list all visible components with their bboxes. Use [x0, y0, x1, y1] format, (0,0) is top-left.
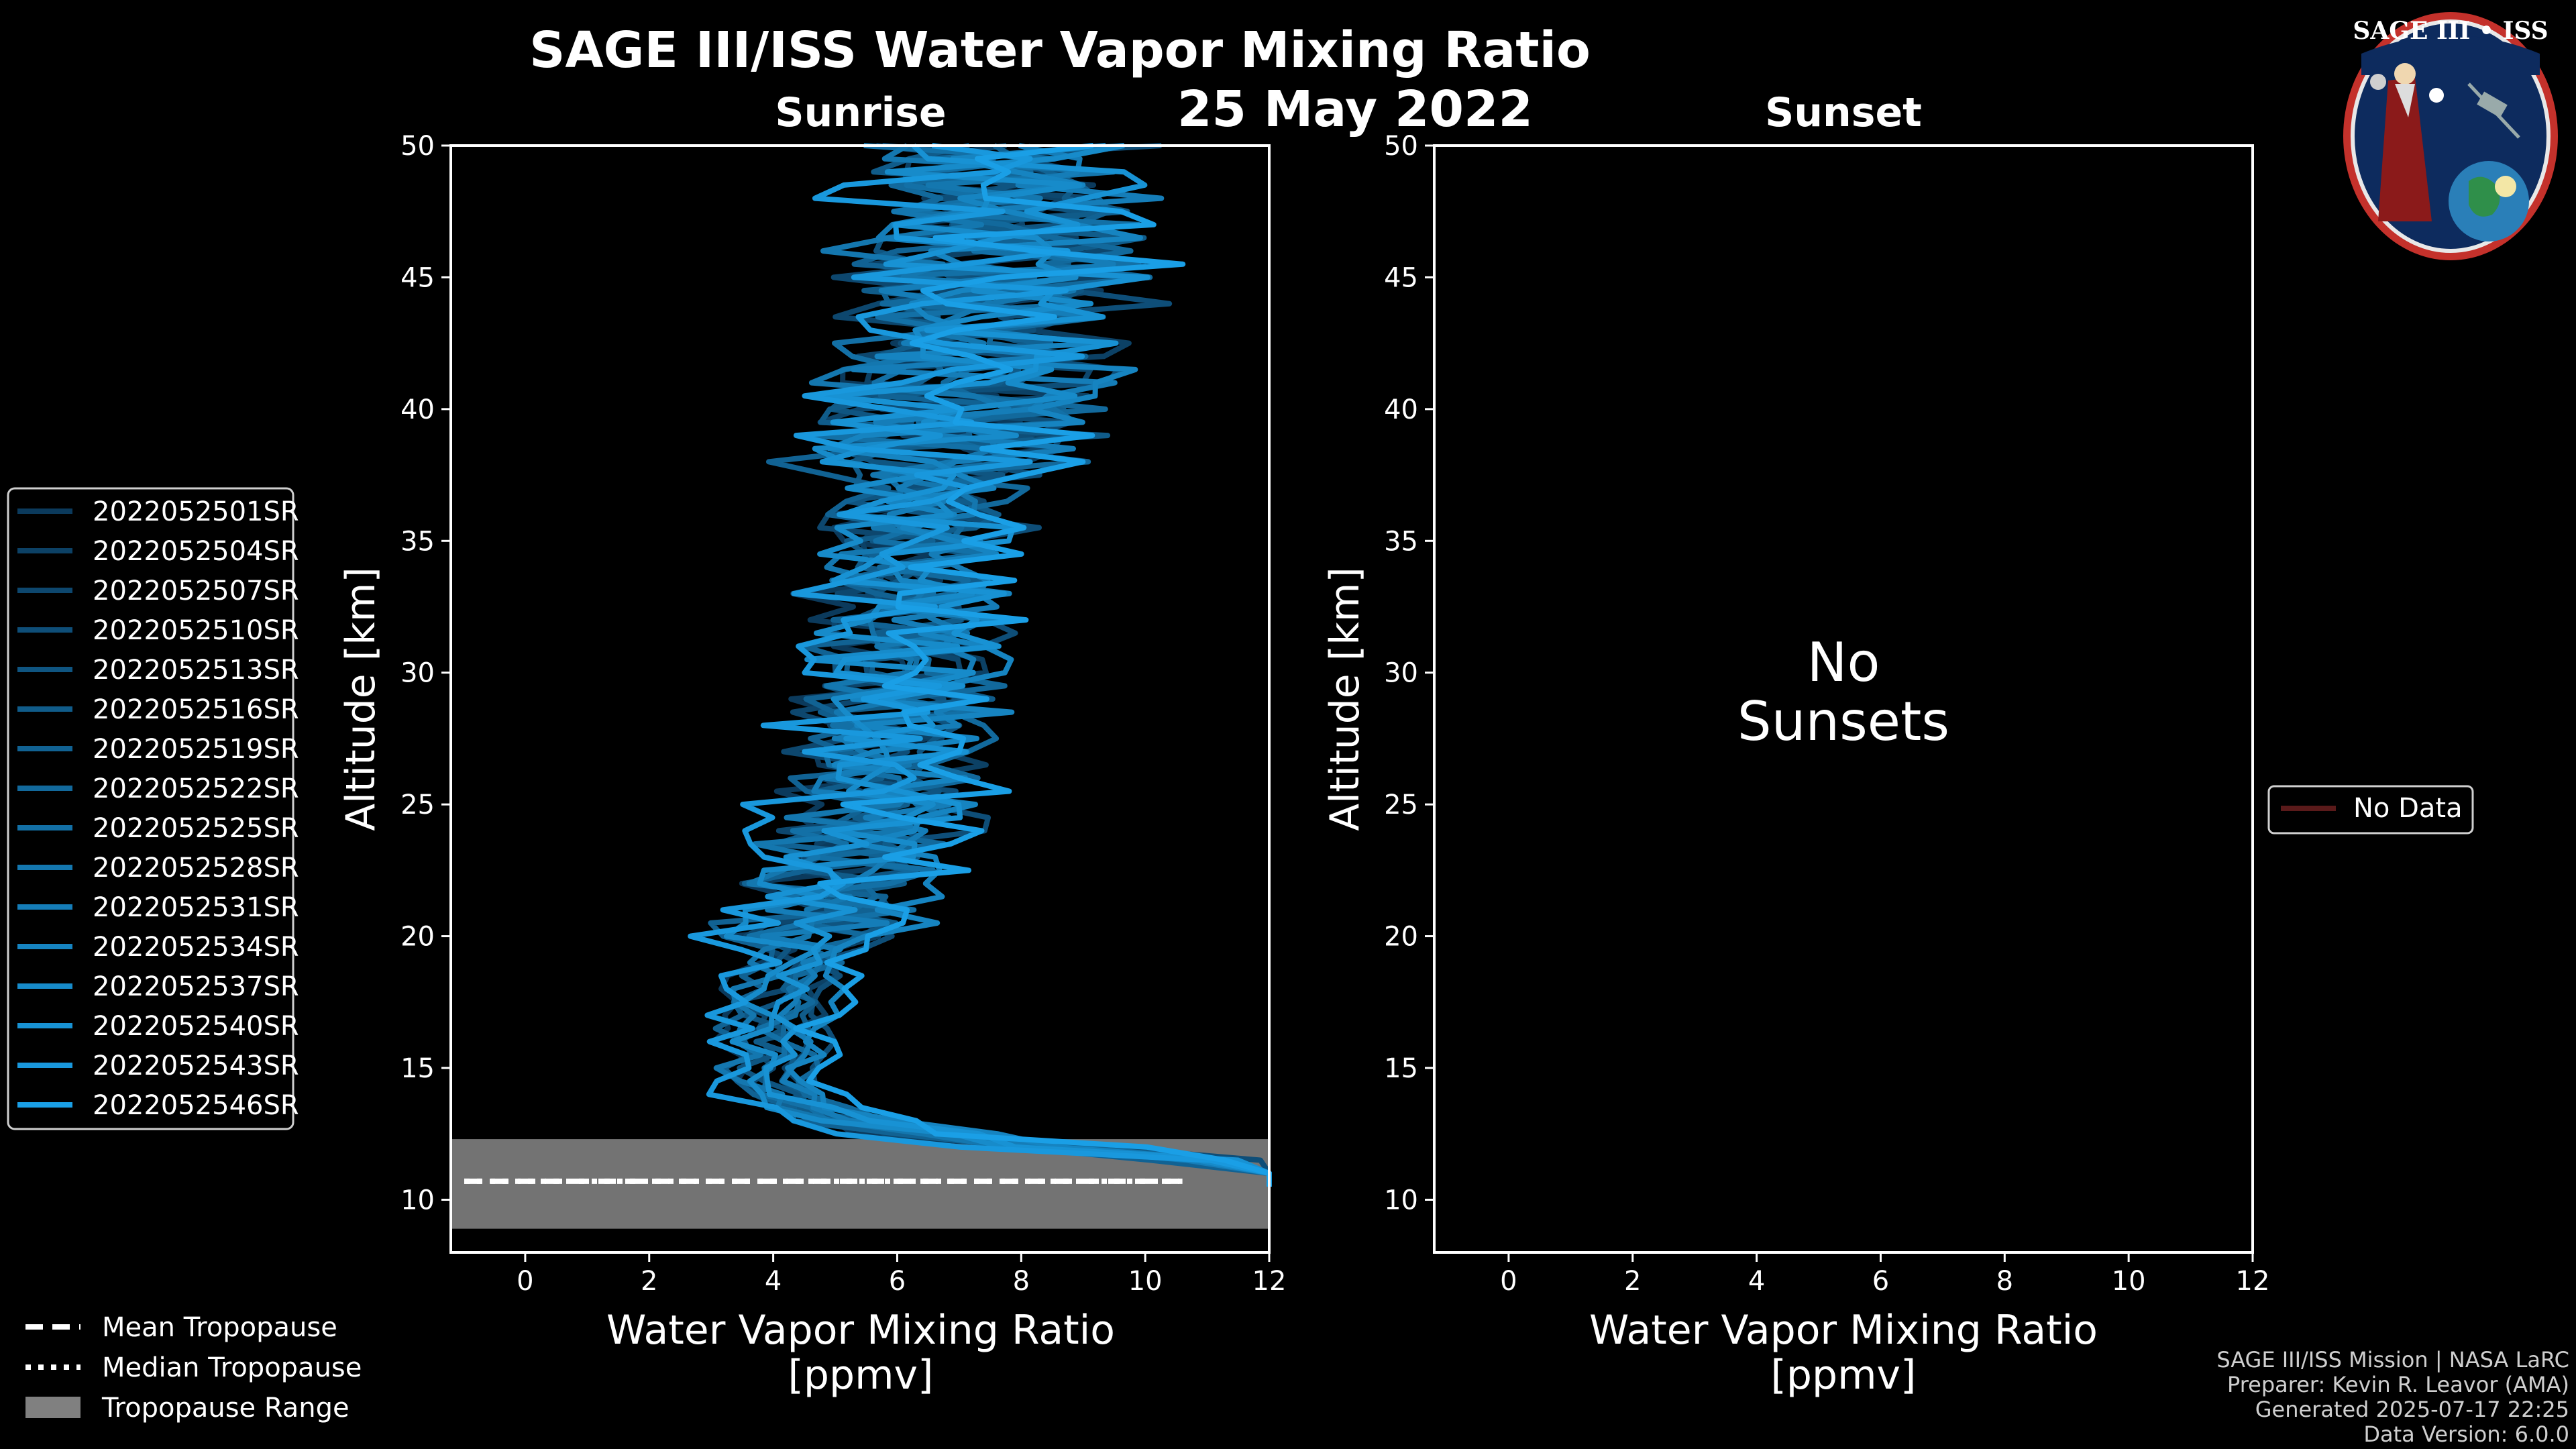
profile-line-2022052540SR	[763, 144, 1272, 1187]
legend-label-2022052507SR: 2022052507SR	[93, 576, 299, 606]
legend-label-2022052534SR: 2022052534SR	[93, 932, 299, 963]
legend-label-2022052504SR: 2022052504SR	[93, 536, 299, 567]
no-sunsets-line2: Sunsets	[1737, 690, 1949, 753]
sunset-xlabel-line2: [ppmv]	[1771, 1352, 1917, 1399]
sunset-legend: No Data	[2267, 785, 2474, 835]
sunrise-xlabel-line1: Water Vapor Mixing Ratio	[606, 1307, 1115, 1354]
sunset-panel-title: Sunset	[1765, 89, 1922, 136]
sunset-xtick-label: 0	[1500, 1266, 1517, 1297]
no-sunsets-line1: No	[1807, 631, 1880, 694]
legend-label-2022052537SR: 2022052537SR	[93, 971, 299, 1002]
profile-line-2022052534SR	[785, 143, 1272, 1187]
chart-title: SAGE III/ISS Water Vapor Mixing Ratio	[529, 21, 1591, 79]
footer-mission: SAGE III/ISS Mission | NASA LaRC	[2216, 1347, 2569, 1373]
median-tropopause-label: Median Tropopause	[102, 1352, 362, 1383]
legend-label-2022052531SR: 2022052531SR	[93, 892, 299, 923]
footer-data-version: Data Version: 6.0.0	[2363, 1421, 2569, 1447]
legend-label-2022052510SR: 2022052510SR	[93, 615, 299, 646]
sunset-ytick-label: 35	[1384, 526, 1418, 557]
legend-label-2022052546SR: 2022052546SR	[93, 1090, 299, 1121]
footer-credits: SAGE III/ISS Mission | NASA LaRC Prepare…	[2216, 1347, 2569, 1447]
sunset-xtick-label: 2	[1624, 1266, 1641, 1297]
legend-label-2022052513SR: 2022052513SR	[93, 655, 299, 686]
profile-line-2022052537SR	[724, 143, 1272, 1187]
legend-label-2022052540SR: 2022052540SR	[93, 1011, 299, 1042]
mean-tropopause-label: Mean Tropopause	[102, 1312, 337, 1343]
sunset-plot-frame	[1433, 144, 2254, 1254]
legend-label-2022052543SR: 2022052543SR	[93, 1051, 299, 1081]
legend-label-2022052525SR: 2022052525SR	[93, 813, 299, 844]
sunrise-xtick-label: 2	[641, 1266, 657, 1297]
sunset-xtick-label: 4	[1748, 1266, 1765, 1297]
sunrise-xtick-label: 4	[765, 1266, 782, 1297]
legend-label-2022052516SR: 2022052516SR	[93, 694, 299, 725]
legend-label-2022052501SR: 2022052501SR	[93, 496, 299, 527]
sunset-panel: 0 2 4 6 8 10 12 10 15 20 25 30 35 40 45 50 No Sunsets W…	[1322, 131, 2269, 1399]
sunset-xtick-label: 12	[2236, 1266, 2270, 1297]
sunrise-ytick-label: 10	[400, 1185, 435, 1216]
no-data-legend-label: No Data	[2353, 793, 2463, 824]
sunrise-xtick-label: 6	[889, 1266, 906, 1297]
footer-preparer: Preparer: Kevin R. Leavor (AMA)	[2227, 1372, 2569, 1397]
sunset-ytick-label: 30	[1384, 658, 1418, 689]
sunrise-xtick-label: 0	[517, 1266, 533, 1297]
sunrise-panel-title: Sunrise	[775, 89, 946, 136]
sunrise-ytick-label: 20	[400, 922, 435, 953]
sunrise-ytick-label: 25	[400, 790, 435, 820]
footer-generated: Generated 2025-07-17 22:25	[2255, 1397, 2569, 1422]
sunset-ytick-label: 25	[1384, 790, 1418, 820]
sunrise-xlabel-line2: [ppmv]	[788, 1352, 934, 1399]
sunset-xtick-label: 10	[2112, 1266, 2146, 1297]
sunset-ytick-label: 40	[1384, 394, 1418, 425]
tropopause-legend: Mean Tropopause Median Tropopause Tropop…	[25, 1312, 362, 1424]
profile-line-2022052543SR	[688, 143, 1272, 1187]
profile-line-2022052546SR	[793, 143, 1272, 1187]
legend-label-2022052528SR: 2022052528SR	[93, 853, 299, 883]
sunset-ytick-label: 10	[1384, 1185, 1418, 1216]
sunrise-legend: 2022052501SR 2022052504SR 2022052507SR 2022…	[7, 487, 299, 1130]
sunset-xtick-label: 8	[1996, 1266, 2013, 1297]
patch-title: SAGE III • ISS	[2353, 17, 2548, 45]
sunrise-ytick-label: 15	[400, 1053, 435, 1084]
sage-iii-iss-mission-patch-icon: SAGE III • ISS	[2343, 12, 2558, 260]
tropopause-range-label: Tropopause Range	[101, 1393, 350, 1424]
sunset-xlabel-line1: Water Vapor Mixing Ratio	[1589, 1307, 2098, 1354]
sunrise-ytick-label: 40	[400, 394, 435, 425]
legend-label-2022052522SR: 2022052522SR	[93, 773, 299, 804]
sunset-ylabel: Altitude [km]	[1322, 567, 1368, 831]
sunrise-xtick-label: 8	[1013, 1266, 1030, 1297]
sunrise-ytick-label: 50	[400, 131, 435, 162]
sunrise-ytick-label: 35	[400, 526, 435, 557]
tropopause-range-swatch	[25, 1397, 80, 1418]
sunset-ytick-label: 50	[1384, 131, 1418, 162]
sunrise-plot-frame	[449, 144, 1271, 1254]
sunset-xtick-label: 6	[1872, 1266, 1889, 1297]
sunset-ytick-label: 45	[1384, 262, 1418, 293]
sunrise-xtick-label: 12	[1252, 1266, 1287, 1297]
sunset-ytick-label: 20	[1384, 922, 1418, 953]
sunset-ytick-label: 15	[1384, 1053, 1418, 1084]
sunrise-ytick-label: 30	[400, 658, 435, 689]
sunrise-legend-box	[7, 487, 294, 1130]
sunrise-xtick-label: 10	[1128, 1266, 1163, 1297]
sunrise-ytick-label: 45	[400, 262, 435, 293]
sunrise-ylabel: Altitude [km]	[337, 567, 384, 831]
sunrise-panel: 0 2 4 6 8 10 12 10 15 20 25 30 35 40 45 50 Water Vapor …	[337, 131, 1286, 1399]
chart-date: 25 May 2022	[1177, 80, 1533, 138]
legend-label-2022052519SR: 2022052519SR	[93, 734, 299, 765]
sunset-legend-box	[2267, 785, 2474, 835]
